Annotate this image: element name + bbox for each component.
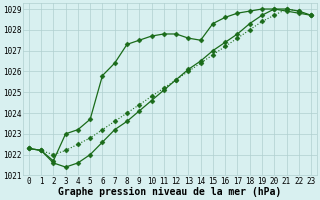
X-axis label: Graphe pression niveau de la mer (hPa): Graphe pression niveau de la mer (hPa)	[58, 187, 282, 197]
